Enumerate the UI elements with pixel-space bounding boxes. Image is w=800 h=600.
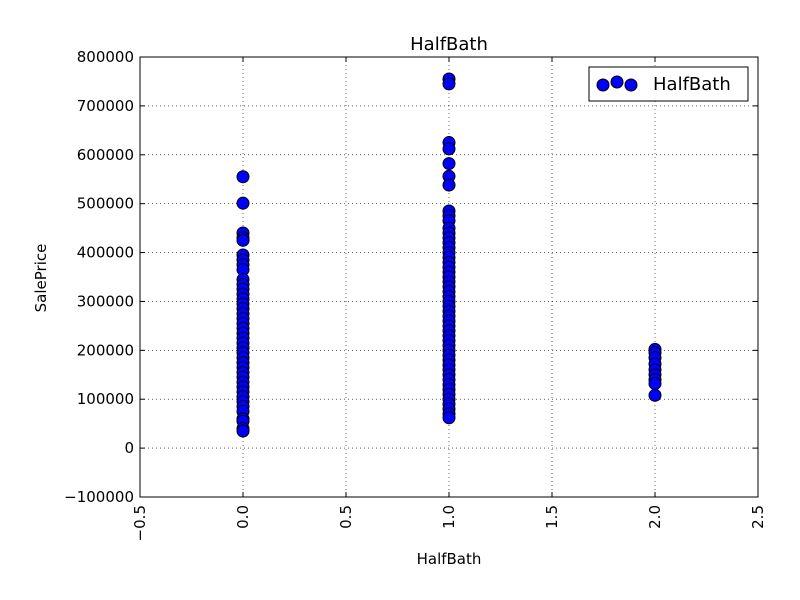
legend-marker (610, 75, 624, 89)
data-point (442, 142, 456, 156)
data-point (236, 424, 250, 438)
legend-marker (624, 78, 638, 92)
plot-frame (139, 56, 759, 498)
legend-marker (596, 78, 610, 92)
y-tick-label: 700000 (77, 97, 134, 115)
data-points (236, 72, 662, 438)
y-axis-label: SalePrice (32, 244, 50, 313)
legend: HalfBath (588, 66, 749, 102)
x-tick-label: 1.5 (543, 505, 561, 529)
data-point (236, 170, 250, 184)
x-tick-label: 2.0 (646, 505, 664, 529)
y-tick-label: 200000 (77, 341, 134, 359)
y-tick-label: 0 (124, 439, 134, 457)
legend-label: HalfBath (653, 74, 731, 95)
y-tick-label: −100000 (64, 488, 134, 506)
y-tick-label: 100000 (77, 390, 134, 408)
x-tick-label: 1.0 (440, 505, 458, 529)
chart-title: HalfBath (410, 34, 488, 55)
x-tick-label: 0.5 (337, 505, 355, 529)
data-point (442, 157, 456, 171)
data-point (442, 178, 456, 192)
y-tick-label: 400000 (77, 244, 134, 262)
data-point (442, 411, 456, 425)
data-point (648, 377, 662, 391)
x-axis-label: HalfBath (417, 550, 482, 568)
y-tick-label: 800000 (77, 48, 134, 66)
data-point (442, 77, 456, 91)
x-tick-label: 2.5 (749, 505, 767, 529)
y-tick-label: 300000 (77, 292, 134, 310)
y-tick-label: 600000 (77, 146, 134, 164)
x-tick-label: 0.0 (234, 505, 252, 529)
data-point (236, 196, 250, 210)
tick-labels: −0.5 0.0 0.5 1.0 1.5 2.0 2.5 −100000 0 100000 2000… (64, 48, 767, 541)
data-point (236, 233, 250, 247)
x-tick-label: −0.5 (131, 505, 149, 541)
data-point (648, 388, 662, 402)
y-tick-label: 500000 (77, 195, 134, 213)
